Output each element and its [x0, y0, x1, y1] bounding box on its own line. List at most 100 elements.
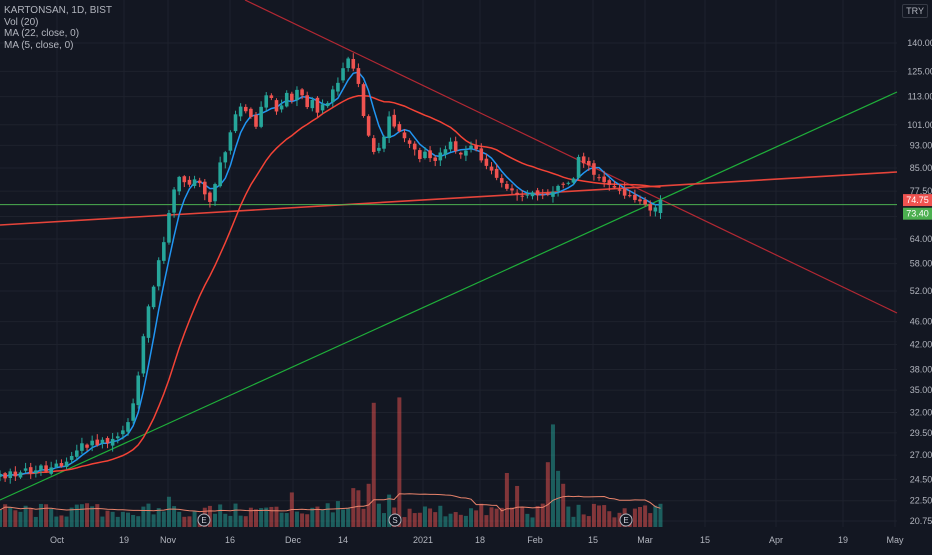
- candle-body: [505, 183, 509, 189]
- price-tick-label: 38.00: [910, 365, 932, 375]
- event-marker[interactable]: E: [619, 513, 633, 527]
- volume-bar: [305, 514, 310, 527]
- volume-bar: [177, 511, 182, 527]
- volume-bar: [371, 402, 376, 527]
- volume-bar: [274, 506, 279, 527]
- candle-body: [592, 163, 596, 175]
- candle: [643, 197, 647, 207]
- candle: [197, 177, 202, 188]
- volume-bar: [259, 508, 264, 527]
- candle: [592, 160, 596, 181]
- candle: [274, 98, 279, 115]
- candle-body: [540, 194, 545, 196]
- candle: [264, 92, 269, 112]
- candle-body: [576, 156, 581, 178]
- volume-bar: [638, 506, 642, 527]
- trend-line-support[interactable]: [0, 91, 898, 501]
- candle-body: [141, 336, 146, 374]
- candle: [0, 470, 2, 482]
- volume-bar: [586, 516, 591, 527]
- candle: [474, 139, 478, 152]
- time-tick-label: 15: [588, 535, 598, 545]
- currency-badge[interactable]: TRY: [902, 4, 928, 18]
- candle: [34, 465, 38, 478]
- volume-bar: [448, 513, 453, 527]
- volume-bar: [64, 516, 69, 527]
- volume-bar: [44, 504, 49, 527]
- candle-body: [75, 450, 79, 457]
- volume-bar: [49, 508, 54, 527]
- candle-body: [69, 456, 74, 460]
- candle: [627, 190, 632, 198]
- candle-body: [607, 180, 612, 186]
- candle-body: [535, 190, 540, 196]
- candle: [305, 91, 309, 110]
- event-marker[interactable]: S: [388, 513, 402, 527]
- candle: [387, 111, 391, 143]
- volume-bar: [515, 485, 520, 527]
- price-tick-label: 125.00: [907, 66, 932, 76]
- volume-bar: [79, 504, 84, 527]
- candle-body: [172, 189, 176, 213]
- volume-bar: [243, 516, 248, 527]
- candle: [331, 85, 335, 107]
- candle-body: [653, 207, 658, 212]
- volume-bar: [228, 515, 233, 527]
- volume-bar: [172, 506, 177, 527]
- event-marker[interactable]: E: [197, 513, 211, 527]
- candle: [479, 143, 484, 163]
- candle: [530, 190, 535, 200]
- event-marker-label: S: [392, 516, 397, 525]
- candle-body: [208, 192, 212, 202]
- candle-body: [341, 68, 345, 81]
- volume-bar: [469, 508, 474, 527]
- candle: [658, 195, 663, 219]
- volume-bar: [428, 508, 433, 527]
- candle-body: [474, 145, 478, 150]
- candle: [581, 152, 586, 168]
- candle-body: [464, 150, 468, 156]
- candle: [520, 190, 525, 202]
- volume-bar: [320, 509, 325, 527]
- candle: [223, 150, 228, 169]
- trend-line-down[interactable]: [244, 0, 898, 314]
- volume-bar: [182, 516, 187, 527]
- volume-bar: [581, 514, 586, 527]
- volume-bar: [530, 517, 535, 527]
- volume-bar: [433, 512, 438, 527]
- price-tick-label: 20.75: [910, 516, 932, 526]
- price-tick-label: 113.00: [908, 92, 932, 102]
- candle-body: [28, 467, 33, 474]
- volume-ma-line: [0, 493, 661, 513]
- volume-bar: [100, 516, 105, 527]
- candle-body: [187, 179, 192, 185]
- candle: [341, 62, 345, 83]
- candle: [464, 145, 468, 162]
- volume-bar: [458, 514, 463, 527]
- candle: [233, 110, 238, 134]
- volume-bar: [438, 505, 443, 527]
- volume-bar: [74, 504, 79, 527]
- candle-body: [382, 136, 386, 149]
- candle: [151, 285, 156, 310]
- price-tick-label: 58.00: [910, 259, 932, 269]
- candle-body: [254, 114, 258, 127]
- candle: [448, 137, 453, 152]
- volume-bar: [422, 506, 427, 527]
- candle-body: [243, 106, 248, 112]
- trend-line-resistance[interactable]: [0, 171, 898, 226]
- candle: [115, 432, 120, 444]
- price-tick-label: 29.50: [910, 428, 932, 438]
- volume-bar: [525, 513, 530, 527]
- candle-body: [371, 138, 376, 152]
- candle: [443, 145, 448, 159]
- volume-bar: [28, 508, 33, 527]
- candle-body: [571, 178, 576, 183]
- candle: [551, 186, 555, 203]
- volume-bar: [223, 513, 228, 527]
- volume-bar: [156, 508, 161, 527]
- price-tick-label: 101.00: [907, 120, 932, 130]
- candle-body: [49, 467, 53, 474]
